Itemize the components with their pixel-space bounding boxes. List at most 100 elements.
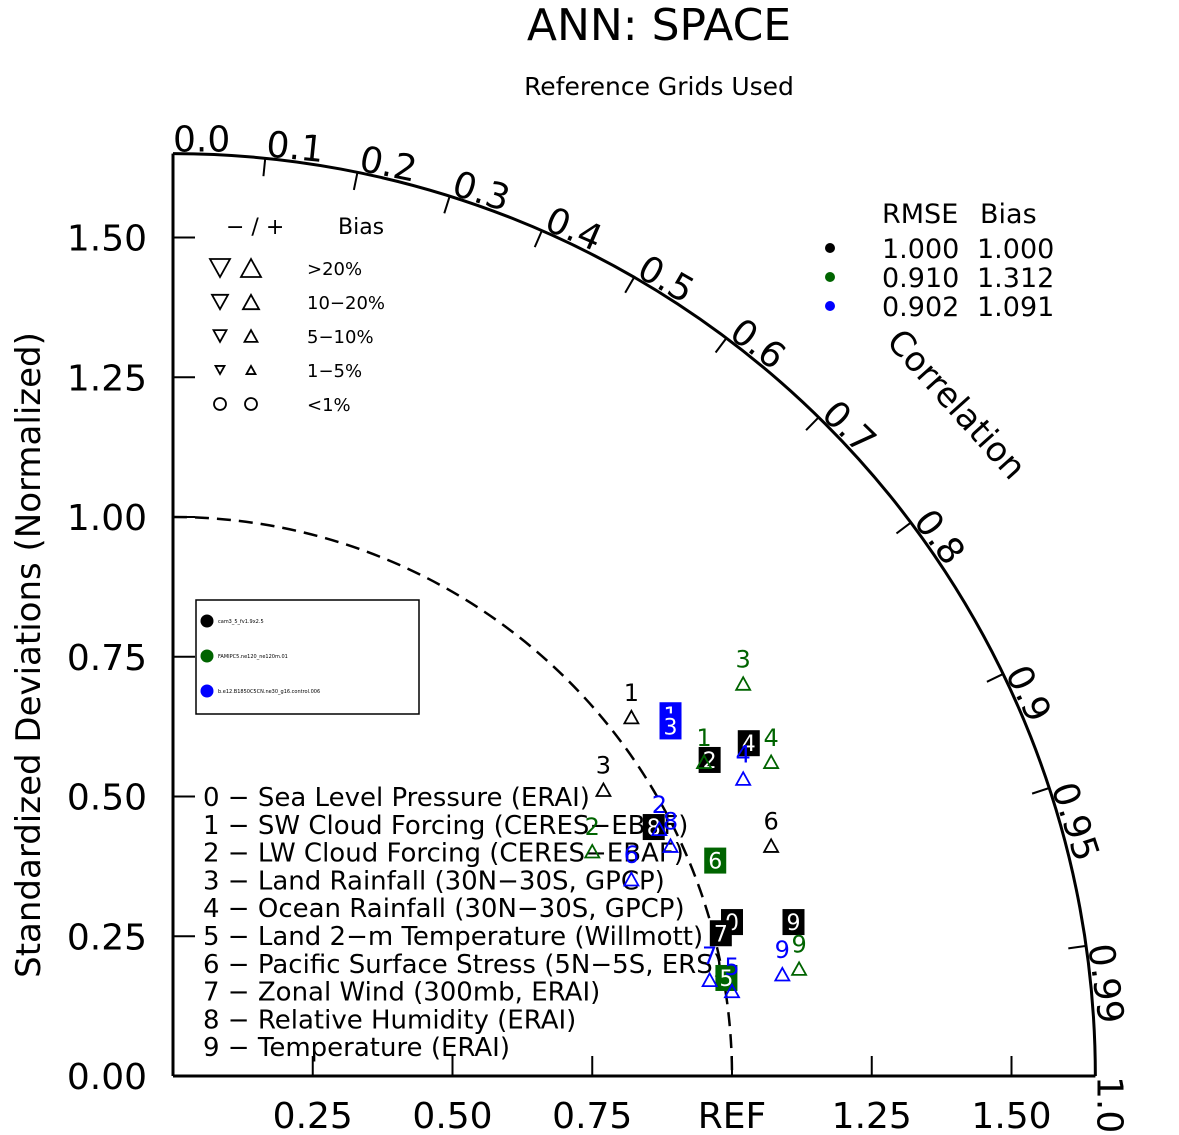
data-label: 4 (763, 724, 778, 752)
y-tick-label: 0.75 (67, 638, 147, 679)
data-point-triangle (661, 837, 680, 853)
x-tick-label: REF (698, 1096, 766, 1135)
correlation-tick-label: 0.6 (722, 311, 792, 378)
case-dot-icon (200, 614, 214, 628)
bias-down-triangle-icon (211, 329, 229, 344)
y-tick-labels: 0.00 0.25 0.50 0.75 1.00 1.25 1.50 (67, 219, 195, 1098)
bias-legend-label: >20% (307, 259, 362, 280)
data-point-triangle (701, 971, 719, 987)
data-label-box (709, 920, 732, 947)
case-legend-box (195, 599, 420, 715)
data-label-box (782, 909, 805, 936)
data-label: 1 (696, 724, 711, 752)
correlation-tick (443, 195, 451, 214)
correlation-tick (352, 172, 359, 191)
data-label: 5 (724, 953, 739, 981)
bias-circle-icon (244, 397, 258, 411)
reference-arcs (172, 152, 1097, 1077)
case-name: cam3_5_fv1.9x2.5 (218, 619, 264, 625)
data-label-box (704, 847, 727, 874)
data-point-triangle (622, 708, 640, 725)
bias-legend-label: 5−10% (307, 327, 374, 348)
data-label: 2 (703, 749, 717, 774)
outer-arc (172, 152, 1097, 1077)
bias-up-triangle-icon (242, 328, 260, 343)
bias-legend-sign-header: − / + (226, 215, 284, 240)
case-dot-icon (825, 243, 835, 253)
bias-up-triangle-icon (239, 257, 263, 278)
case-name: FAMIPC5.ne120_ne120m.01 (218, 654, 288, 660)
x-tick-label: 0.50 (412, 1096, 492, 1135)
data-label: 2 (585, 813, 600, 841)
data-point-triangle (723, 982, 741, 999)
case-dot-icon (825, 301, 835, 311)
case-dot-icon (200, 684, 214, 698)
x-tick-label: 0.75 (552, 1096, 632, 1135)
variable-list-item: 5 − Land 2−m Temperature (Willmott) (203, 922, 703, 952)
chart-title: ANN: SPACE (527, 0, 791, 51)
correlation-tick (533, 230, 543, 248)
bias-down-triangle-icon (213, 365, 227, 376)
axes (171, 153, 1096, 1078)
bias-legend-label: 10−20% (307, 293, 385, 314)
bias-legend-bias-header: Bias (338, 215, 384, 240)
y-tick-label: 1.00 (67, 498, 147, 539)
correlation-tick-label: 0.9 (997, 659, 1059, 728)
correlation-tick-labels: 0.0 0.1 0.2 0.3 0.4 0.5 0.6 0.7 0.8 0.9 0.95 0.99 1.… (172, 120, 1131, 1133)
data-label-box (659, 713, 682, 740)
stats-bias-value: 1.312 (977, 263, 1054, 294)
variable-list-item: 4 − Ocean Rainfall (30N−30S, GPCP) (203, 894, 685, 924)
y-axis-label: Standardized Deviations (Normalized) (9, 332, 49, 978)
correlation-tick-label: 0.2 (356, 139, 420, 191)
case-dot-icon (825, 272, 835, 282)
stats-rmse-header: RMSE (882, 199, 958, 230)
data-point-triangle (734, 770, 752, 786)
data-label: 4 (736, 741, 751, 769)
stats-bias-value: 1.091 (977, 292, 1054, 323)
data-label-box (698, 746, 721, 773)
reference-arc (172, 515, 734, 1077)
data-label: 6 (763, 808, 778, 836)
variable-list-item: 9 − Temperature (ERAI) (203, 1033, 510, 1063)
correlation-tick-label: 0.5 (631, 248, 701, 312)
data-label: 4 (742, 732, 756, 757)
variable-list-item: 6 − Pacific Surface Stress (5N−5S, ERS) (203, 950, 723, 980)
data-markers: 0123467891234569123456789 (583, 646, 808, 999)
correlation-tick (895, 521, 912, 535)
data-label: 9 (791, 931, 806, 959)
data-point-triangle (650, 820, 668, 837)
correlation-tick-label: 0.95 (1043, 777, 1107, 866)
x-tick-label: 1.25 (832, 1096, 912, 1135)
x-tick-label: 1.50 (971, 1096, 1051, 1135)
case-dot-icon (200, 649, 214, 663)
data-label-box (642, 814, 665, 841)
correlation-tick-label: 0.3 (448, 164, 515, 220)
variable-list-item: 3 − Land Rainfall (30N−30S, GPCP) (203, 866, 665, 896)
case-name: b.e12.B1850C5CN.ne30_g16.control.006 (218, 689, 320, 695)
correlation-tick-label: 0.0 (173, 120, 230, 161)
y-tick-label: 0.25 (67, 917, 147, 958)
correlation-tick (714, 337, 728, 354)
data-point-triangle (622, 871, 640, 887)
stats-rmse-value: 0.902 (882, 292, 959, 323)
data-label: 1 (624, 679, 639, 707)
data-point-triangle (790, 960, 808, 976)
y-tick-label: 1.25 (67, 358, 147, 399)
data-label: 6 (624, 841, 639, 869)
data-label: 9 (786, 911, 800, 936)
correlation-tick (1031, 787, 1050, 795)
data-point-triangle (773, 966, 791, 982)
variable-list-item: 1 − SW Cloud Forcing (CERES−EBAF) (203, 811, 688, 841)
data-point-triangle (762, 753, 780, 769)
correlation-tick-label: 0.99 (1079, 941, 1131, 1026)
bias-down-triangle-icon (208, 258, 232, 279)
correlation-tick (805, 416, 820, 431)
correlation-tick (624, 276, 636, 294)
correlation-tick-label: 0.4 (539, 199, 608, 259)
correlation-tick-label: 0.7 (814, 393, 884, 462)
case-legend: cam3_5_fv1.9x2.5 FAMIPC5.ne120_ne120m.01b… (195, 599, 420, 715)
variable-list-item: 2 − LW Cloud Forcing (CERES−EBAF) (203, 839, 684, 869)
variable-list-item: 7 − Zonal Wind (300mb, ERAI) (203, 978, 600, 1008)
